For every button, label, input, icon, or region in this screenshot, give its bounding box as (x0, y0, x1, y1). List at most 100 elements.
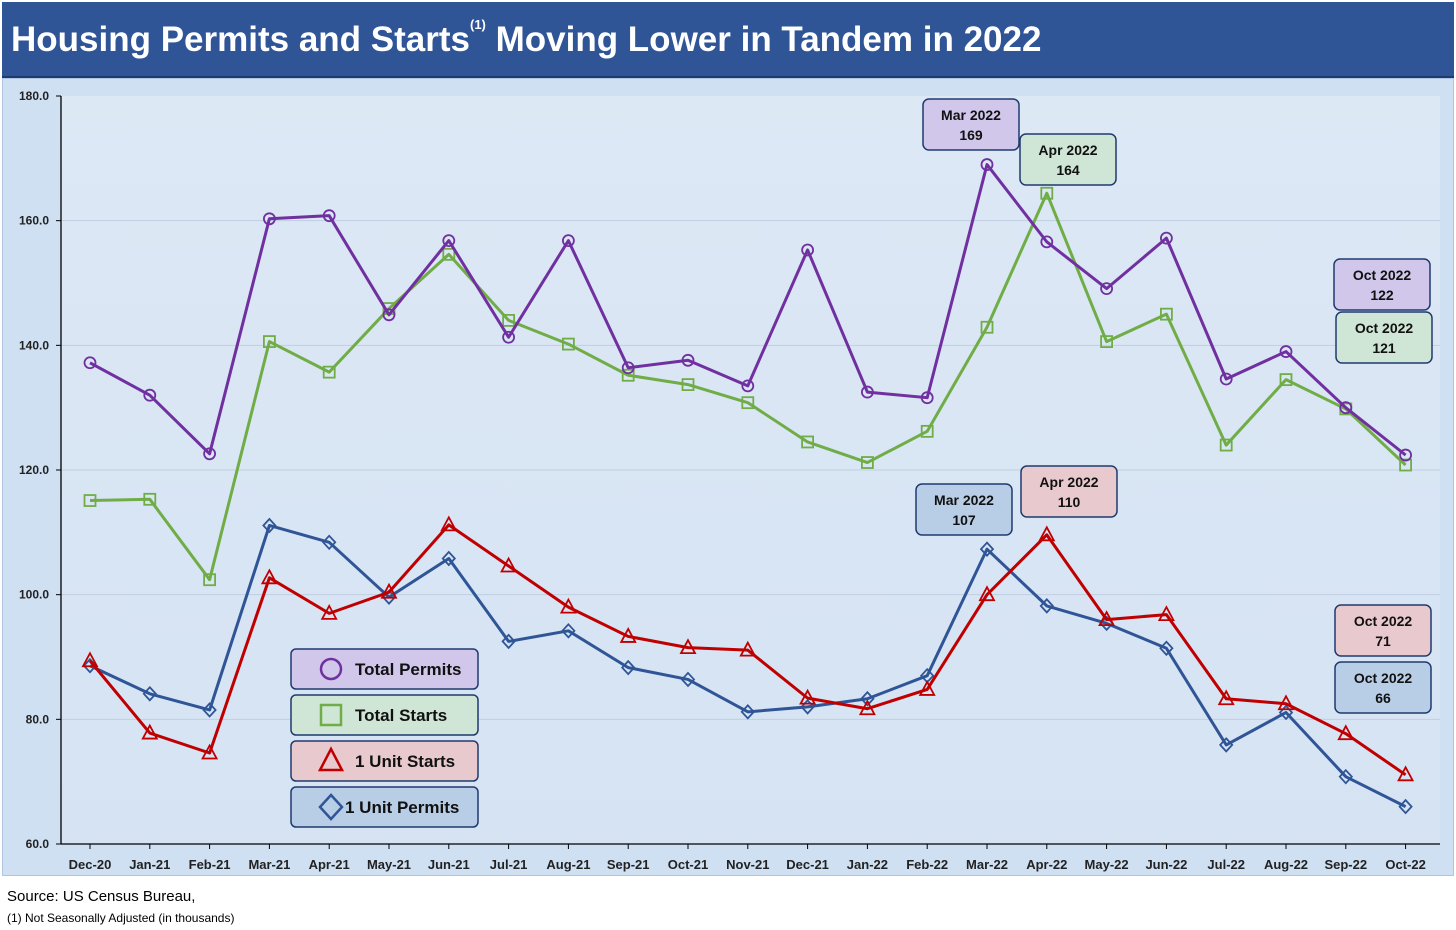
data-point-total-starts (1399, 458, 1412, 472)
y-tick-label: 80.0 (26, 712, 50, 726)
data-point-total-permits (502, 330, 516, 344)
data-point-1-unit-permits (441, 550, 457, 567)
data-point-total-permits (1160, 231, 1173, 245)
series-line-1-unit-starts (88, 523, 1407, 777)
callout-value: 164 (1056, 162, 1080, 178)
callout-value: 71 (1375, 633, 1391, 649)
data-point-total-starts (322, 365, 336, 379)
data-point-total-permits (1219, 372, 1233, 386)
data-point-1-unit-starts (799, 688, 817, 705)
series-line-1-unit-permits (89, 523, 1407, 808)
data-point-total-starts (502, 313, 516, 327)
x-tick-label: Jan-22 (847, 857, 888, 872)
legend: Total Permits Total Starts 1 Unit Starts 1 … (290, 648, 479, 828)
data-point-1-unit-permits (1278, 704, 1294, 721)
x-tick-label: May-21 (367, 857, 411, 872)
legend-label: 1 Unit Starts (355, 752, 455, 771)
chart-title: Housing Permits and Starts(1) Moving Low… (11, 17, 1041, 60)
data-point-total-permits (1279, 345, 1293, 358)
x-tick-label: Jun-22 (1145, 857, 1187, 872)
x-tick-label: Feb-22 (906, 857, 948, 872)
data-point-total-starts (741, 396, 755, 410)
y-tick-label: 120.0 (19, 463, 49, 477)
y-tick-label: 60.0 (26, 837, 50, 851)
data-point-total-starts (801, 435, 814, 449)
callout-label: Oct 2022 (1353, 267, 1412, 283)
callout-box (1019, 133, 1117, 186)
series-layer (81, 158, 1415, 815)
data-point-1-unit-permits (1338, 768, 1354, 785)
callout-total-permits-oct-2022: Oct 2022 122 (1333, 258, 1431, 311)
data-point-1-unit-starts (679, 638, 697, 655)
data-point-1-unit-starts (559, 597, 577, 614)
data-point-1-unit-starts (918, 680, 936, 696)
data-point-1-unit-starts (739, 640, 757, 657)
data-point-1-unit-permits (1218, 737, 1234, 753)
data-point-1-unit-permits (202, 702, 217, 718)
series-total-permits (83, 158, 1412, 462)
callout-value: 122 (1370, 287, 1394, 303)
callout-1-unit-permits-oct-2022: Oct 2022 66 (1334, 661, 1432, 714)
data-point-total-permits (1040, 235, 1054, 249)
x-tick-label: Apr-21 (309, 857, 350, 872)
data-point-1-unit-permits (620, 659, 636, 676)
data-point-1-unit-permits (561, 622, 576, 639)
legend-marker-square (319, 703, 343, 727)
x-tick-label: Sep-21 (607, 857, 650, 872)
x-tick-label: Jan-21 (129, 857, 170, 872)
series-line-total-permits (89, 163, 1407, 457)
data-point-1-unit-permits (1039, 598, 1055, 614)
data-point-total-starts (562, 337, 575, 351)
x-tick-label: Mar-22 (966, 857, 1008, 872)
x-tick-label: May-22 (1085, 857, 1129, 872)
data-point-1-unit-starts (1337, 724, 1355, 741)
data-point-total-permits (1399, 448, 1412, 462)
callout-total-starts-apr-2022: Apr 2022 164 (1019, 133, 1117, 186)
x-tick-label: Dec-20 (69, 857, 112, 872)
legend-item-total-permits: Total Permits (290, 648, 479, 690)
data-point-total-permits (1100, 282, 1113, 296)
legend-label: 1 Unit Permits (345, 798, 459, 817)
y-tick-label: 180.0 (19, 89, 49, 103)
y-tick-label: 140.0 (19, 338, 49, 352)
data-point-1-unit-permits (860, 690, 875, 707)
legend-marker-diamond (318, 793, 344, 821)
data-point-total-permits (143, 388, 157, 402)
legend-label: Total Starts (355, 706, 447, 725)
callout-box (1334, 661, 1432, 714)
data-point-total-permits (83, 356, 97, 370)
data-point-1-unit-starts (1098, 610, 1116, 626)
callout-label: Apr 2022 (1038, 142, 1097, 158)
legend-item-1-unit-permits: 1 Unit Permits (290, 786, 479, 828)
chart-title-footnote-marker: (1) (469, 17, 486, 32)
x-tick-label: Aug-22 (1264, 857, 1308, 872)
legend-box (290, 648, 479, 690)
footnote: (1) Not Seasonally Adjusted (in thousand… (7, 911, 235, 925)
callout-value: 66 (1375, 690, 1391, 706)
legend-marker-triangle (317, 746, 345, 772)
legend-marker-circle (319, 657, 343, 681)
data-point-1-unit-starts (1217, 689, 1235, 706)
series-1-unit-permits (82, 517, 1413, 815)
x-tick-label: Nov-21 (726, 857, 769, 872)
callout-box (1333, 258, 1431, 311)
title-bar: Housing Permits and Starts(1) Moving Low… (2, 2, 1454, 78)
data-point-total-permits (562, 234, 575, 248)
callout-label: Oct 2022 (1355, 320, 1414, 336)
data-point-total-starts (442, 247, 456, 261)
data-point-total-starts (143, 492, 157, 506)
data-point-1-unit-starts (380, 582, 398, 599)
x-tick-label: Mar-21 (248, 857, 290, 872)
data-point-1-unit-starts (1277, 694, 1295, 711)
callout-1-unit-starts-apr-2022: Apr 2022 110 (1020, 465, 1118, 518)
data-point-1-unit-permits (501, 633, 516, 650)
callout-value: 121 (1372, 340, 1396, 356)
data-point-total-permits (382, 308, 396, 322)
data-point-total-permits (741, 379, 755, 393)
line-chart: 60.0 80.0 100.0 120.0 140.0 160.0 180.0 Dec-20 J… (19, 89, 1440, 872)
data-point-1-unit-starts (1038, 525, 1056, 542)
series-total-starts (83, 186, 1412, 587)
callout-label: Oct 2022 (1354, 613, 1413, 629)
data-point-total-permits (203, 447, 217, 461)
